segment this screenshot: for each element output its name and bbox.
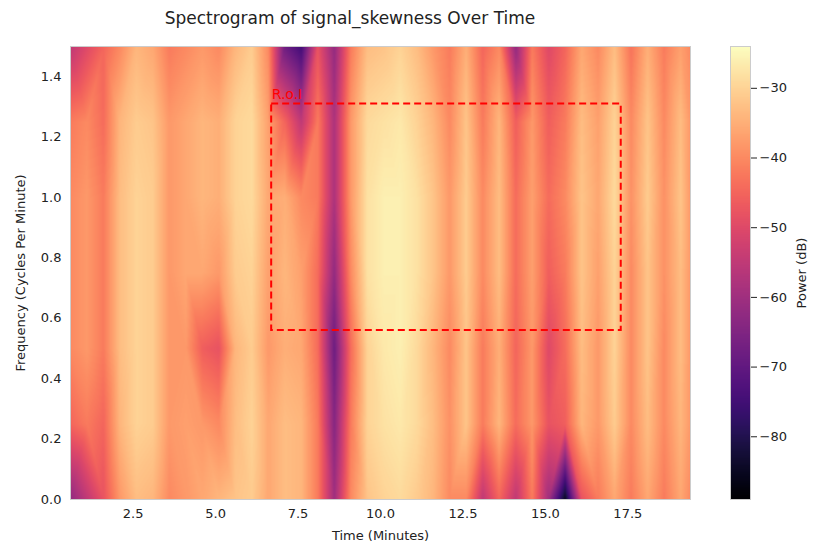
svg-text:0.8: 0.8 [41, 250, 62, 265]
svg-text:1.0: 1.0 [41, 190, 62, 205]
svg-text:−40: −40 [760, 150, 787, 165]
svg-text:−50: −50 [760, 220, 787, 235]
svg-text:12.5: 12.5 [448, 506, 477, 521]
svg-text:−70: −70 [760, 359, 787, 374]
svg-text:1.2: 1.2 [41, 129, 62, 144]
svg-text:Frequency (Cycles Per Minute): Frequency (Cycles Per Minute) [13, 174, 28, 371]
svg-text:10.0: 10.0 [366, 506, 395, 521]
svg-text:15.0: 15.0 [531, 506, 560, 521]
svg-text:R.o.I: R.o.I [272, 86, 303, 102]
svg-text:−30: −30 [760, 80, 787, 95]
svg-text:7.5: 7.5 [288, 506, 309, 521]
svg-text:0.6: 0.6 [41, 310, 62, 325]
html-text:Spectrogram of signal_skewness: Spectrogram of signal_skewness Over Time [164, 8, 536, 28]
svg-text:2.5: 2.5 [123, 506, 144, 521]
svg-text:5.0: 5.0 [205, 506, 226, 521]
svg-text:0.4: 0.4 [41, 371, 62, 386]
svg-text:1.4: 1.4 [41, 69, 62, 84]
svg-text:−60: −60 [760, 290, 787, 305]
svg-text:0.2: 0.2 [41, 431, 62, 446]
svg-text:17.5: 17.5 [613, 506, 642, 521]
svg-text:−80: −80 [760, 429, 787, 444]
svg-text:Power (dB): Power (dB) [794, 238, 809, 309]
svg-text:0.0: 0.0 [41, 492, 62, 507]
svg-text:Time (Minutes): Time (Minutes) [331, 528, 429, 543]
